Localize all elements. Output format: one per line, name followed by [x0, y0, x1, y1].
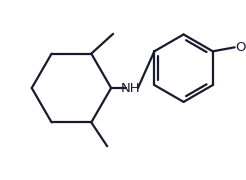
Text: NH: NH	[121, 82, 141, 94]
Text: O: O	[235, 41, 246, 54]
